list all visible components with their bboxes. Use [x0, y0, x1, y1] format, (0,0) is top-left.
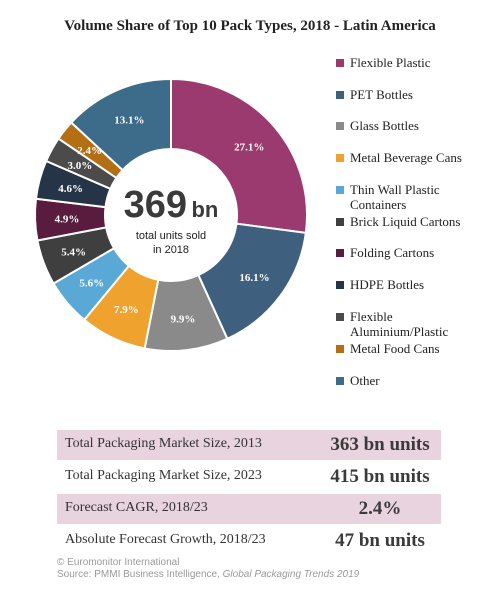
footer-copyright: © Euromonitor International	[57, 557, 180, 568]
stat-row-growth: Absolute Forecast Growth, 2018/23 47 bn …	[57, 526, 441, 556]
stat-label: Total Packaging Market Size, 2013	[65, 436, 262, 451]
slice-0	[170, 77, 308, 235]
stat-label: Forecast CAGR, 2018/23	[65, 500, 208, 515]
footer: © Euromonitor International Source: PMMI…	[57, 557, 487, 581]
slice-label-6: 4.9%	[55, 214, 80, 226]
legend-swatch-2	[336, 122, 344, 130]
stat-value: 415 bn units	[330, 466, 430, 487]
slice-10	[69, 77, 172, 172]
legend-label-line: Flexible	[350, 309, 393, 324]
legend-label-5: Brick Liquid Cartons	[350, 214, 496, 229]
legend-label-4: Thin Wall Plastic Containers	[350, 182, 496, 212]
legend-label-line: Brick Liquid Cartons	[350, 214, 461, 229]
footer-source-title: Global Packaging Trends 2019	[222, 569, 360, 580]
stats-table: Total Packaging Market Size, 2013 363 bn…	[57, 430, 441, 558]
slice-label-10: 13.1%	[114, 115, 144, 127]
legend-swatch-5	[336, 218, 344, 226]
chart-title: Volume Share of Top 10 Pack Types, 2018 …	[64, 18, 436, 34]
legend-label-line: Aluminium/Plastic	[350, 324, 449, 339]
legend-swatch-9	[336, 345, 344, 353]
legend-swatch-8	[336, 313, 344, 321]
stat-value: 2.4%	[358, 498, 402, 519]
stat-row-cagr: Forecast CAGR, 2018/23 2.4%	[57, 494, 441, 524]
slice-label-5: 5.4%	[61, 246, 86, 258]
legend-item-8: Flexible Aluminium/Plastic	[336, 309, 496, 341]
legend-label-3: Metal Beverage Cans	[350, 150, 496, 165]
legend-swatch-7	[336, 281, 344, 289]
center-caption-line1: total units sold	[135, 230, 207, 242]
footer-source: Source: PMMI Business Intelligence, Glob…	[57, 569, 487, 581]
slice-label-2: 9.9%	[171, 313, 196, 325]
legend-swatch-6	[336, 249, 344, 257]
stat-row-market-2023: Total Packaging Market Size, 2023 415 bn…	[57, 462, 441, 492]
stat-label: Absolute Forecast Growth, 2018/23	[65, 532, 266, 547]
legend-label-line: Metal Food Cans	[350, 341, 440, 356]
slice-label-8: 3.0%	[67, 160, 92, 172]
legend-label-line: Glass Bottles	[350, 118, 419, 133]
legend-item-4: Thin Wall Plastic Containers	[336, 182, 496, 214]
slice-label-4: 5.6%	[79, 277, 104, 289]
legend-label-7: HDPE Bottles	[350, 277, 496, 292]
legend-item-3: Metal Beverage Cans	[336, 150, 496, 182]
legend-item-1: PET Bottles	[336, 87, 496, 119]
legend-label-8: Flexible Aluminium/Plastic	[350, 309, 496, 339]
legend-label-line: Other	[350, 373, 380, 388]
legend-item-10: Other	[336, 373, 496, 405]
legend-label-6: Folding Cartons	[350, 245, 496, 260]
center-caption-line2: in 2018	[152, 244, 190, 256]
legend-item-6: Folding Cartons	[336, 245, 496, 277]
legend-item-9: Metal Food Cans	[336, 341, 496, 373]
legend-label-line: PET Bottles	[350, 87, 413, 102]
center-total-unit: bn	[191, 197, 219, 222]
center-total-value: 369	[123, 184, 188, 226]
legend-label-10: Other	[350, 373, 496, 388]
slice-label-7: 4.6%	[58, 183, 83, 195]
legend-swatch-10	[336, 377, 344, 385]
donut-chart: 27.1% 16.1% 9.9% 7.9% 5.6% 5.4% 4.9% 4.6% 3.0% 2.…	[34, 77, 308, 352]
slice-label-3: 7.9%	[114, 304, 139, 316]
legend-item-5: Brick Liquid Cartons	[336, 214, 496, 246]
slice-label-9: 2.4%	[77, 145, 102, 157]
center-caption: total units sold in 2018	[110, 229, 232, 257]
legend-label-9: Metal Food Cans	[350, 341, 496, 356]
legend-label-1: PET Bottles	[350, 87, 496, 102]
stat-value: 363 bn units	[330, 434, 430, 455]
legend-swatch-0	[336, 59, 344, 67]
slice-label-1: 16.1%	[239, 272, 269, 284]
legend-swatch-1	[336, 91, 344, 99]
legend-item-7: HDPE Bottles	[336, 277, 496, 309]
legend-label-line: Flexible Plastic	[350, 55, 431, 70]
center-total: 369 bn	[110, 183, 232, 235]
legend-label-0: Flexible Plastic	[350, 55, 496, 70]
legend-label-line: HDPE Bottles	[350, 277, 425, 292]
legend-item-2: Glass Bottles	[336, 118, 496, 150]
slice-label-0: 27.1%	[234, 141, 264, 153]
legend-label-2: Glass Bottles	[350, 118, 496, 133]
legend-label-line: Folding Cartons	[350, 245, 435, 260]
legend-label-line: Containers	[350, 197, 407, 212]
footer-source-prefix: Source: PMMI Business Intelligence,	[57, 569, 223, 580]
legend-swatch-4	[336, 186, 344, 194]
stat-row-market-2013: Total Packaging Market Size, 2013 363 bn…	[57, 430, 441, 460]
legend-swatch-3	[336, 154, 344, 162]
legend-label-line: Metal Beverage Cans	[350, 150, 462, 165]
legend-item-0: Flexible Plastic	[336, 55, 496, 87]
slice-1	[197, 222, 307, 341]
legend-label-line: Thin Wall Plastic	[350, 182, 440, 197]
stat-value: 47 bn units	[335, 530, 425, 551]
stat-label: Total Packaging Market Size, 2023	[65, 468, 262, 483]
